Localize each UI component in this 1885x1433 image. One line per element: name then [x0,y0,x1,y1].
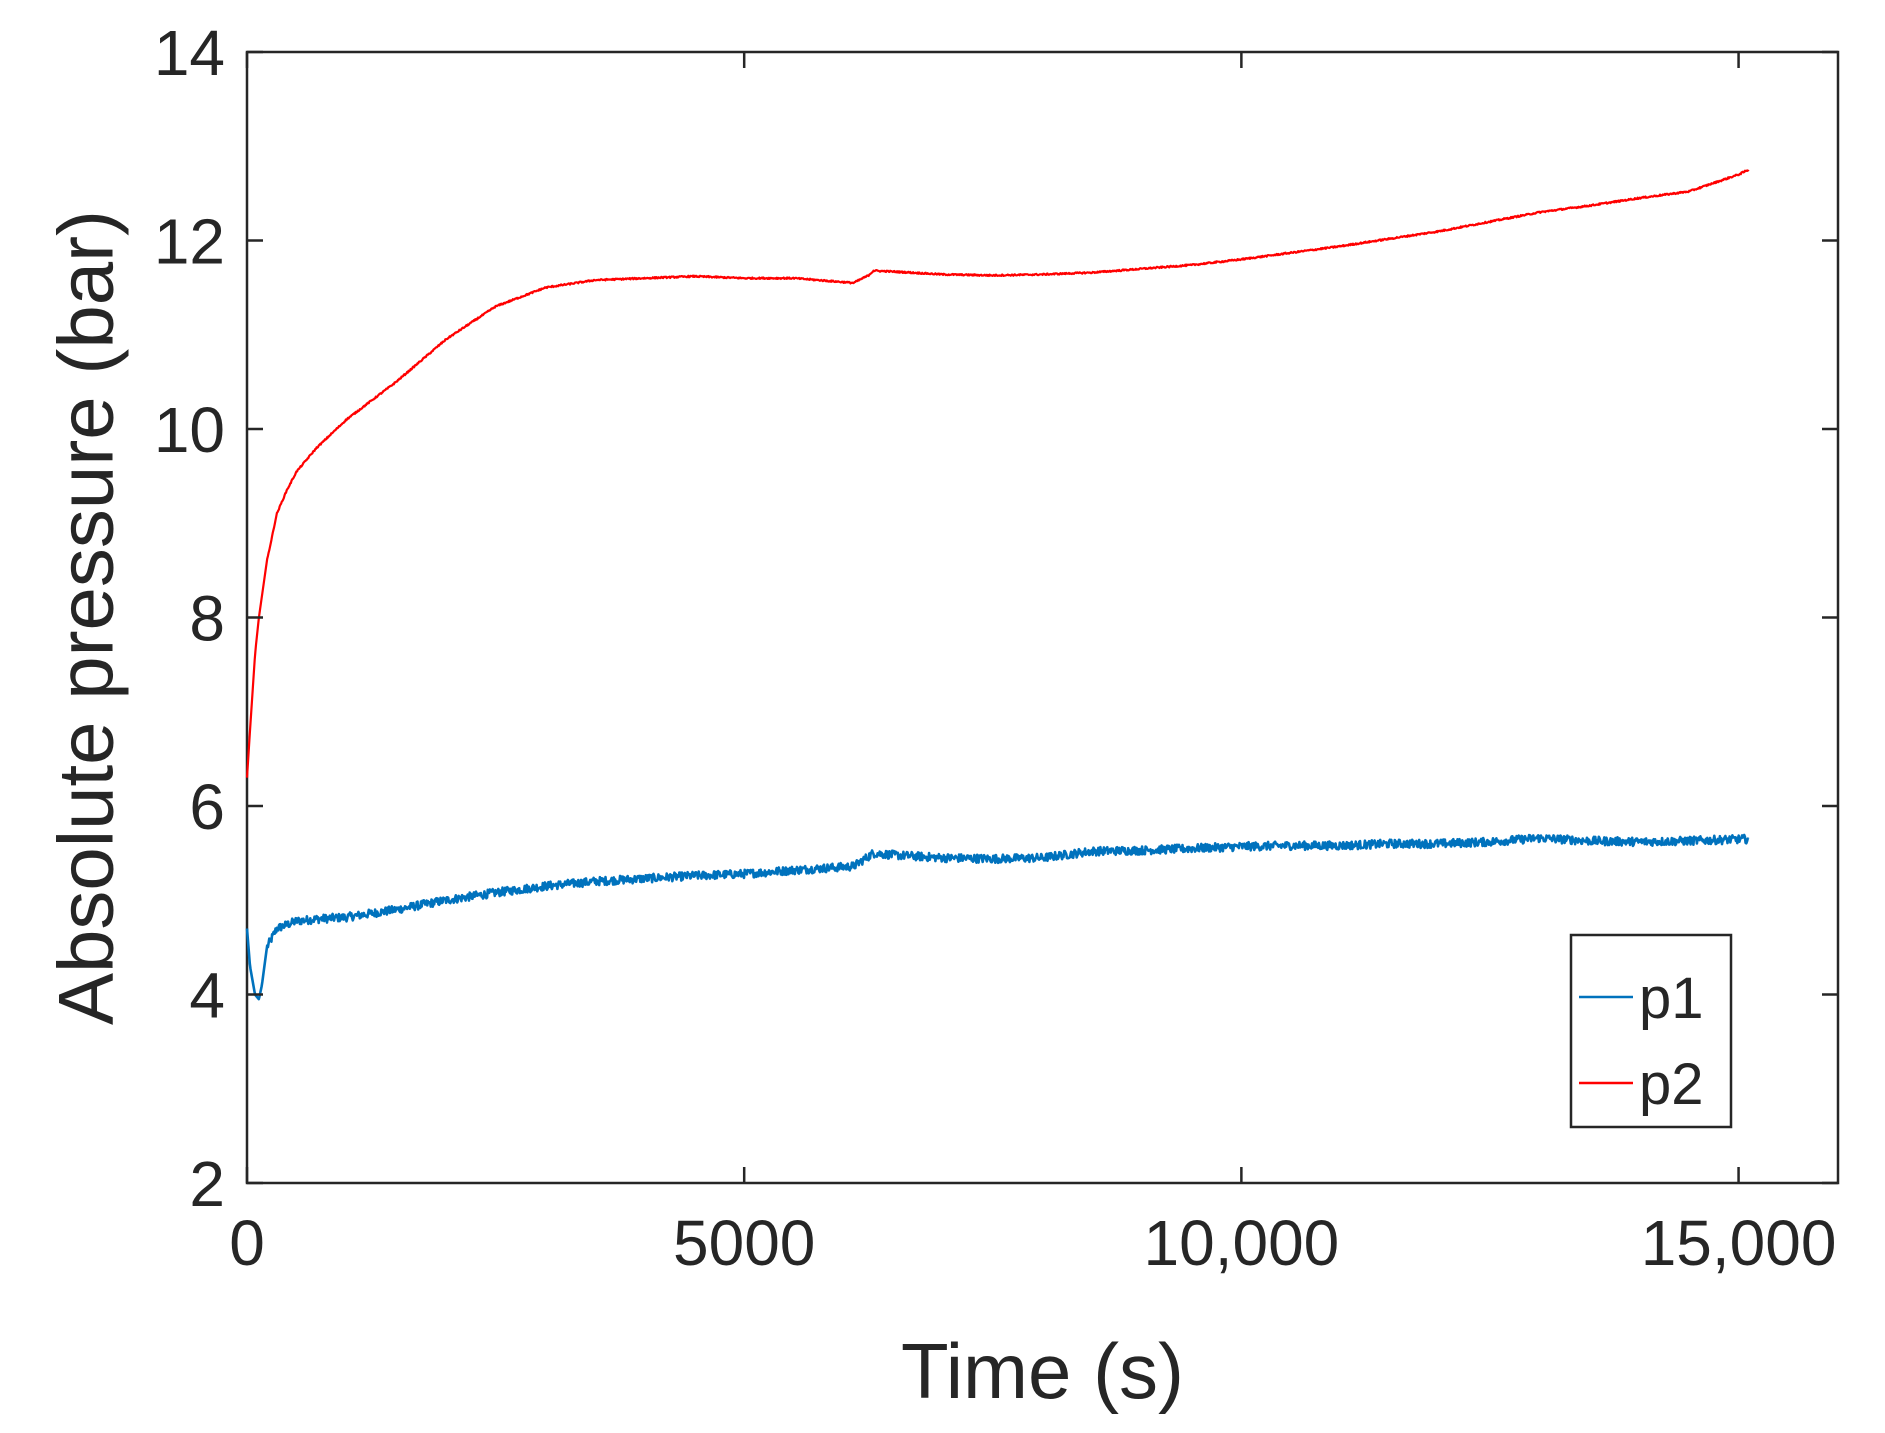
y-tick-label: 4 [189,960,225,1032]
y-tick-label: 6 [189,771,225,843]
series-line-p2 [245,168,1750,778]
y-tick-label: 12 [154,206,225,278]
x-tick-label: 0 [229,1207,265,1279]
y-axis-label: Absolute pressure (bar) [41,210,129,1025]
series-layer [245,168,1750,1001]
y-tick-label: 14 [154,17,225,89]
ticks-layer: 0 5000 10,000 15,000 2 4 6 8 10 12 14 [154,17,1838,1279]
y-tick-label: 8 [189,583,225,655]
legend-label-p2: p2 [1639,1052,1704,1117]
legend-label-p1: p1 [1639,966,1704,1031]
x-tick-label: 15,000 [1641,1207,1837,1279]
x-tick-label: 5000 [673,1207,815,1279]
x-tick-label: 10,000 [1144,1207,1340,1279]
y-tick-label: 2 [189,1148,225,1220]
series-line-p1 [245,833,1750,1001]
y-tick-label: 10 [154,394,225,466]
x-axis-label: Time (s) [901,1327,1184,1415]
legend-box [1569,933,1733,1129]
